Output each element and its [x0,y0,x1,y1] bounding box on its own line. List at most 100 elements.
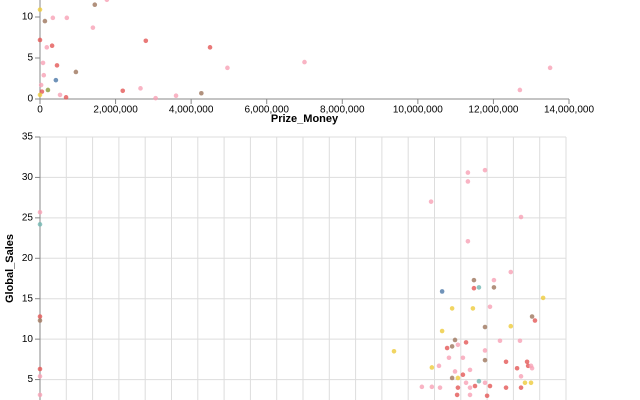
point [529,365,535,371]
x-tick-label: 4,000,000 [169,105,214,116]
point [41,72,47,78]
point [120,88,126,94]
point [53,77,59,83]
point [37,318,43,323]
x-tick-label: 10,000,000 [393,105,443,116]
y-tick-label: 20 [22,253,34,264]
point [471,285,477,291]
point [449,375,455,381]
point [455,375,461,381]
point [207,45,213,50]
point [104,0,110,3]
point [37,209,43,215]
point [428,199,434,204]
point [517,338,523,344]
y-tick-label: 30 [22,172,34,183]
point [470,306,476,311]
point [482,357,488,363]
point [57,92,63,98]
y-tick-label: 10 [22,334,34,345]
point [302,59,307,65]
point [436,363,442,369]
point [547,65,553,71]
point [444,345,450,351]
point [37,92,43,98]
point [487,383,493,389]
point [391,348,397,354]
point [529,314,535,319]
point [508,323,514,329]
x-tick-label: 6,000,000 [244,105,289,116]
point [449,344,455,349]
point [429,365,435,370]
y-axis-title: Global_Sales [4,234,16,303]
point [518,374,524,379]
point [472,383,478,389]
point [460,355,466,361]
y-tick-label: 5 [27,53,33,64]
point [225,65,230,71]
point [38,82,44,88]
point [497,338,503,344]
point [446,355,452,361]
point [49,43,55,48]
x-axis-title: Prize_Money [271,113,339,125]
x-tick-label: 0 [37,105,43,116]
point [138,86,143,91]
point [465,170,471,175]
point [40,60,46,66]
point [467,385,473,390]
y-tick-label: 0 [27,94,33,105]
point [37,392,43,398]
point [37,7,43,12]
point [199,90,204,96]
point [463,340,469,345]
point [503,359,509,365]
point [44,45,50,50]
point [460,372,466,378]
point [143,38,149,44]
point [37,37,43,43]
point [528,380,534,386]
point [522,380,528,386]
point [491,285,497,290]
point [503,385,509,390]
x-tick-label: 14,000,000 [544,105,594,116]
point [482,348,488,353]
point [452,337,458,343]
y-tick-label: 25 [22,212,34,223]
point [517,87,523,93]
point [439,289,445,294]
y-tick-label: 15 [22,293,34,304]
point [419,384,425,390]
point [54,63,60,68]
point [465,179,471,184]
point [37,314,43,319]
point [42,18,48,24]
point [467,367,473,373]
point [508,269,514,275]
point [449,306,455,311]
point [487,304,493,310]
point [518,385,524,390]
point [482,380,488,386]
point [454,392,460,398]
point [37,374,43,379]
point [73,69,79,75]
point [514,365,520,371]
point [455,342,461,348]
point [92,2,98,8]
point [540,295,546,301]
point [476,378,482,384]
point [437,385,443,390]
point [173,93,179,99]
point [465,239,471,244]
point [50,15,56,21]
point [491,277,497,283]
point [482,324,488,330]
point [482,167,488,173]
point [476,285,482,290]
point [153,95,158,101]
point [37,222,43,227]
